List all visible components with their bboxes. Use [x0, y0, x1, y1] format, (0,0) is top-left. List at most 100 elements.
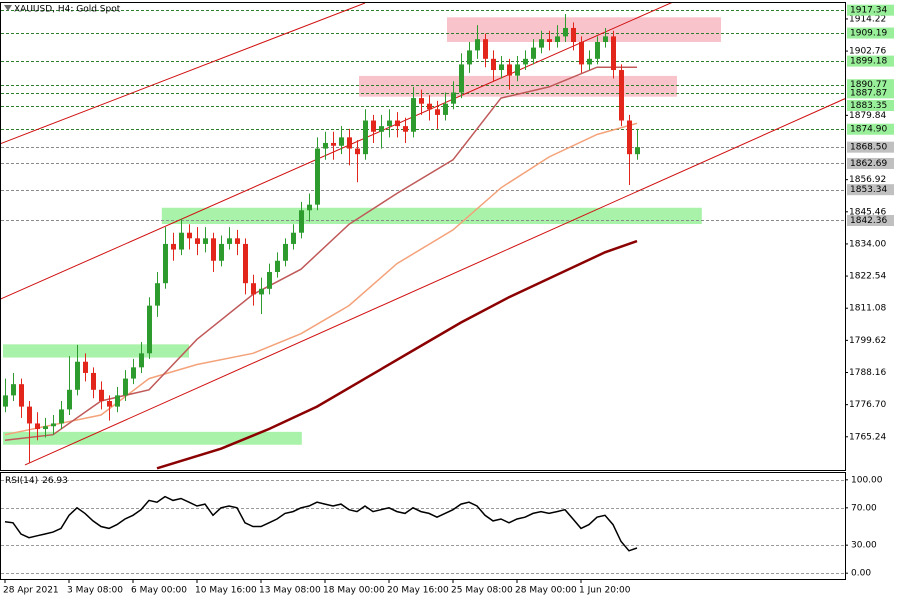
rsi-name: RSI(14) — [5, 476, 38, 486]
level-label: 1887.87 — [850, 88, 887, 98]
candle-body — [219, 243, 224, 261]
y-tick-label: 1845.46 — [849, 207, 886, 217]
level-label: 1917.34 — [850, 6, 887, 16]
rsi-panel — [1, 480, 845, 574]
candle-body — [235, 238, 240, 244]
candle-body — [483, 39, 488, 59]
candle-body — [475, 39, 480, 51]
zone — [3, 344, 189, 358]
candle-body — [523, 58, 528, 65]
candle-body — [107, 401, 112, 407]
moving-average — [156, 239, 638, 470]
candle-body — [211, 238, 216, 261]
candle-body — [315, 148, 320, 205]
candle-body — [83, 361, 88, 373]
candle-body — [571, 27, 576, 42]
candle-body — [227, 238, 232, 244]
level-label-bg — [847, 79, 894, 91]
x-tick-label: 3 May 08:00 — [67, 586, 123, 596]
candle-body — [563, 27, 568, 37]
x-tick-label: 25 May 08:00 — [451, 586, 513, 596]
candle-body — [267, 271, 272, 289]
y-tick-label: 1799.62 — [849, 336, 886, 346]
candle-body — [131, 367, 136, 379]
candle-body — [491, 58, 496, 71]
x-tick-label: 20 May 16:00 — [387, 586, 449, 596]
candle-body — [443, 103, 448, 115]
candle-body — [115, 395, 120, 407]
level-label: 1899.18 — [850, 57, 887, 67]
candle-body — [139, 353, 144, 368]
candle-body — [555, 36, 560, 42]
candle-body — [627, 120, 632, 155]
y-tick-label: 1914.22 — [849, 14, 886, 24]
level-label: 1909.19 — [850, 29, 887, 39]
x-tick-label: 10 May 16:00 — [195, 586, 257, 596]
candle-body — [515, 64, 520, 76]
level-label: 1890.77 — [850, 80, 887, 90]
x-tick-label: 6 May 00:00 — [131, 586, 187, 596]
candle-body — [539, 39, 544, 48]
candle-body — [451, 92, 456, 104]
x-tick-label: 28 May 00:00 — [515, 586, 577, 596]
candle-body — [587, 58, 592, 65]
candle-body — [467, 50, 472, 65]
candle-body — [51, 423, 56, 427]
candle-body — [75, 361, 80, 390]
candle-body — [331, 142, 336, 146]
candle-body — [147, 305, 152, 354]
candle-body — [323, 142, 328, 149]
candle-body — [611, 36, 616, 71]
candle-body — [371, 120, 376, 132]
candle-body — [91, 372, 96, 390]
y-tick-label: 1765.24 — [849, 432, 886, 442]
level-label-bg — [847, 87, 894, 99]
candle-body — [27, 406, 32, 424]
candle-body — [507, 64, 512, 76]
x-tick-label: 13 May 08:00 — [259, 586, 321, 596]
candle-body — [3, 395, 8, 407]
rsi-y-tick-label: 0.00 — [851, 569, 871, 579]
x-tick-label: 1 Jun 20:00 — [579, 586, 631, 596]
candle-body — [419, 98, 424, 104]
candle-body — [499, 64, 504, 71]
rsi-y-tick-label: 100.00 — [851, 475, 883, 485]
level-label-bg — [847, 141, 894, 153]
candle-body — [283, 243, 288, 261]
level-label-bg — [847, 214, 894, 226]
rsi-current: 26.93 — [42, 476, 68, 486]
x-tick-label: 18 May 00:00 — [323, 586, 385, 596]
level-label-bg — [847, 157, 894, 169]
level-label: 1862.69 — [850, 159, 887, 169]
candle-body — [379, 126, 384, 132]
y-tick-label: 1822.54 — [849, 272, 886, 282]
candle-body — [635, 147, 640, 155]
chart-title: XAUUSD, H4: Gold Spot — [14, 5, 121, 15]
candle-body — [339, 137, 344, 146]
candle-body — [291, 232, 296, 244]
candle-body — [43, 426, 48, 430]
candle-body — [411, 98, 416, 132]
candle-body — [203, 238, 208, 244]
candle-body — [435, 109, 440, 115]
candle-body — [619, 70, 624, 121]
candle-body — [299, 210, 304, 233]
title-icon — [4, 5, 12, 11]
candle-body — [275, 260, 280, 272]
candle-body — [531, 47, 536, 59]
level-label-bg — [847, 4, 894, 16]
y-tick-label: 1788.16 — [849, 368, 886, 378]
candle-body — [187, 232, 192, 239]
main-frame — [0, 2, 846, 471]
rsi-title: RSI(14) 26.93 — [5, 476, 68, 486]
candle-body — [171, 243, 176, 250]
candle-body — [163, 243, 168, 284]
zone — [161, 207, 702, 225]
zone — [359, 75, 677, 97]
level-label-bg — [847, 55, 894, 67]
level-label-bg — [847, 123, 894, 135]
x-tick-label: 28 Apr 2021 — [3, 586, 59, 596]
